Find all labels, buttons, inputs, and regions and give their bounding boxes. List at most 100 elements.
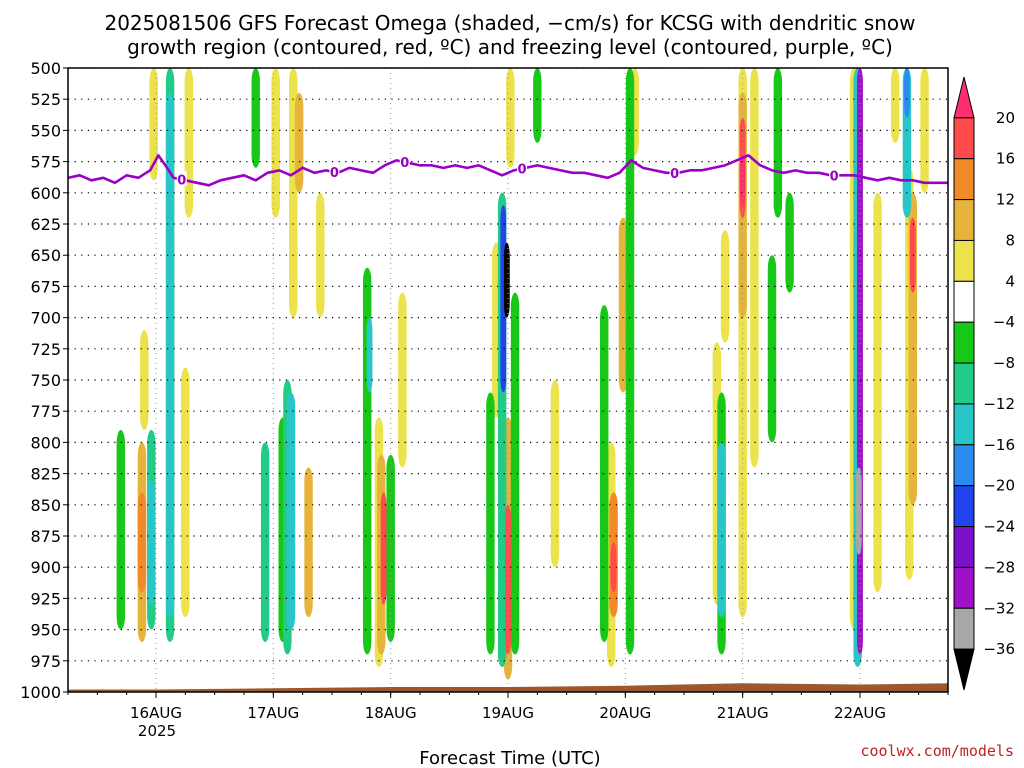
freezing-level-line	[68, 154, 948, 187]
chart-title: 2025081506 GFS Forecast Omega (shaded, −…	[104, 11, 915, 59]
omega-shade-mark	[610, 542, 617, 593]
y-tick-label: 825	[30, 465, 61, 484]
x-axis-title: Forecast Time (UTC)	[419, 748, 600, 768]
x-tick-label: 19AUG	[482, 704, 534, 722]
title-line-1: 2025081506 GFS Forecast Omega (shaded, −…	[104, 11, 915, 35]
omega-shade-mark	[505, 504, 511, 655]
x-tick-label: 22AUG	[834, 704, 886, 722]
colorbar-swatch	[953, 239, 975, 282]
freezing-level-label-bg	[176, 171, 187, 186]
omega-shade-mark	[873, 192, 882, 593]
freezing-level-label: 0	[830, 169, 839, 184]
surface-ground-area	[68, 683, 948, 692]
omega-shade-mark	[116, 429, 126, 630]
colorbar-label: −4	[993, 313, 1015, 331]
y-tick-label: 950	[30, 621, 61, 640]
freezing-level-label: 0	[670, 167, 679, 182]
freezing-level-label: 0	[330, 166, 339, 181]
omega-shade-mark	[260, 442, 270, 643]
y-tick-label: 750	[30, 371, 61, 390]
omega-shade-mark	[625, 68, 635, 655]
freezing-level-label-bg	[829, 167, 840, 182]
omega-shade-mark	[506, 68, 515, 168]
freezing-level-label-bg	[399, 154, 410, 169]
title-line-2: growth region (contoured, red, ºC) and f…	[127, 35, 893, 59]
omega-shade-mark	[271, 68, 280, 218]
omega-shade-mark	[510, 292, 520, 655]
colorbar-swatch	[953, 199, 975, 241]
y-tick-label: 550	[30, 121, 61, 140]
omega-shade-mark	[316, 192, 325, 318]
omega-shade-mark	[739, 155, 746, 206]
omega-shade-mark	[855, 467, 862, 555]
y-tick-label: 725	[30, 340, 61, 359]
omega-shade-mark	[720, 230, 730, 343]
y-tick-label: 625	[30, 215, 61, 234]
y-tick-label: 600	[30, 184, 61, 203]
x-tick-label: 21AUG	[717, 704, 769, 722]
plot-area: 0 0 0 0 0 0	[67, 67, 949, 693]
freezing-level-label-bg	[669, 164, 680, 179]
omega-shade-mark	[503, 242, 510, 318]
colorbar-label: 16	[996, 150, 1015, 168]
x-tick-label: 16AUG	[130, 704, 182, 722]
y-tick-label: 925	[30, 589, 61, 608]
y-tick-label: 875	[30, 527, 61, 546]
omega-shade-mark	[920, 68, 929, 193]
colorbar-label: −32	[983, 599, 1015, 617]
y-tick-label: 500	[30, 59, 61, 78]
y-tick-label: 775	[30, 402, 61, 421]
x-tick-label: 17AUG	[247, 704, 299, 722]
colorbar-swatch	[953, 526, 975, 568]
freezing-level-label: 0	[400, 156, 409, 171]
y-tick-label: 650	[30, 246, 61, 265]
colorbar-label: −20	[983, 477, 1015, 495]
y-tick-label: 700	[30, 309, 61, 328]
y-tick-label: 850	[30, 496, 61, 515]
colorbar-label: −36	[983, 640, 1015, 658]
colorbar-swatch	[953, 362, 975, 405]
colorbar-label: −16	[983, 436, 1015, 454]
omega-shade-mark	[550, 380, 560, 568]
x-tick-label: 20AUG	[599, 704, 651, 722]
y-axis: 500 525 550 575 600 625 650 675 700 725 750 775 800 8…	[20, 59, 68, 702]
omega-shade-mark	[533, 68, 542, 143]
omega-shade-mark	[486, 392, 495, 655]
omega-shade-mark	[286, 392, 296, 630]
colorbar-label: 8	[1005, 231, 1015, 249]
colorbar-swatch	[953, 280, 975, 323]
omega-shade-mark	[366, 317, 373, 393]
omega-shade-mark	[904, 68, 910, 118]
omega-shade-mark	[599, 305, 609, 643]
colorbar-legend: 20 16 12 8 4 −4 −8 −12 −16 −20 −24 −28 −32 −36	[953, 76, 1015, 691]
freezing-level-label-bg	[329, 164, 340, 179]
omega-shade-mark	[717, 442, 726, 618]
colorbar-swatch-top-arrow	[953, 76, 975, 119]
colorbar-label: −24	[983, 518, 1015, 536]
colorbar-swatch	[953, 566, 975, 609]
freezing-level-label: 0	[518, 163, 527, 178]
omega-shade-mark	[294, 92, 304, 193]
x-tick-label: 18AUG	[365, 704, 417, 722]
colorbar-label: 12	[996, 191, 1015, 209]
omega-shade-mark	[149, 68, 158, 181]
y-tick-label: 525	[30, 90, 61, 109]
omega-shade-mark	[773, 68, 783, 218]
omega-shade-mark	[785, 192, 794, 293]
colorbar-swatch	[953, 403, 975, 446]
colorbar-swatch	[953, 321, 975, 364]
credit-text: coolwx.com/models	[860, 742, 1014, 760]
freezing-level-label-bg	[517, 160, 528, 175]
y-tick-label: 900	[30, 558, 61, 577]
freezing-level-label: 0	[177, 174, 186, 189]
y-tick-label: 975	[30, 652, 61, 671]
colorbar-label: −28	[983, 558, 1015, 576]
x-axis-year-label: 2025	[138, 722, 176, 740]
omega-shade-mark	[140, 330, 149, 430]
omega-shade-mark	[137, 492, 147, 593]
colorbar-swatch-bottom-arrow	[953, 648, 975, 691]
colorbar-swatch	[953, 444, 975, 487]
y-tick-label: 575	[30, 153, 61, 172]
plot-content: 0 0 0 0 0 0	[68, 68, 948, 692]
y-tick-label: 1000	[20, 683, 61, 702]
